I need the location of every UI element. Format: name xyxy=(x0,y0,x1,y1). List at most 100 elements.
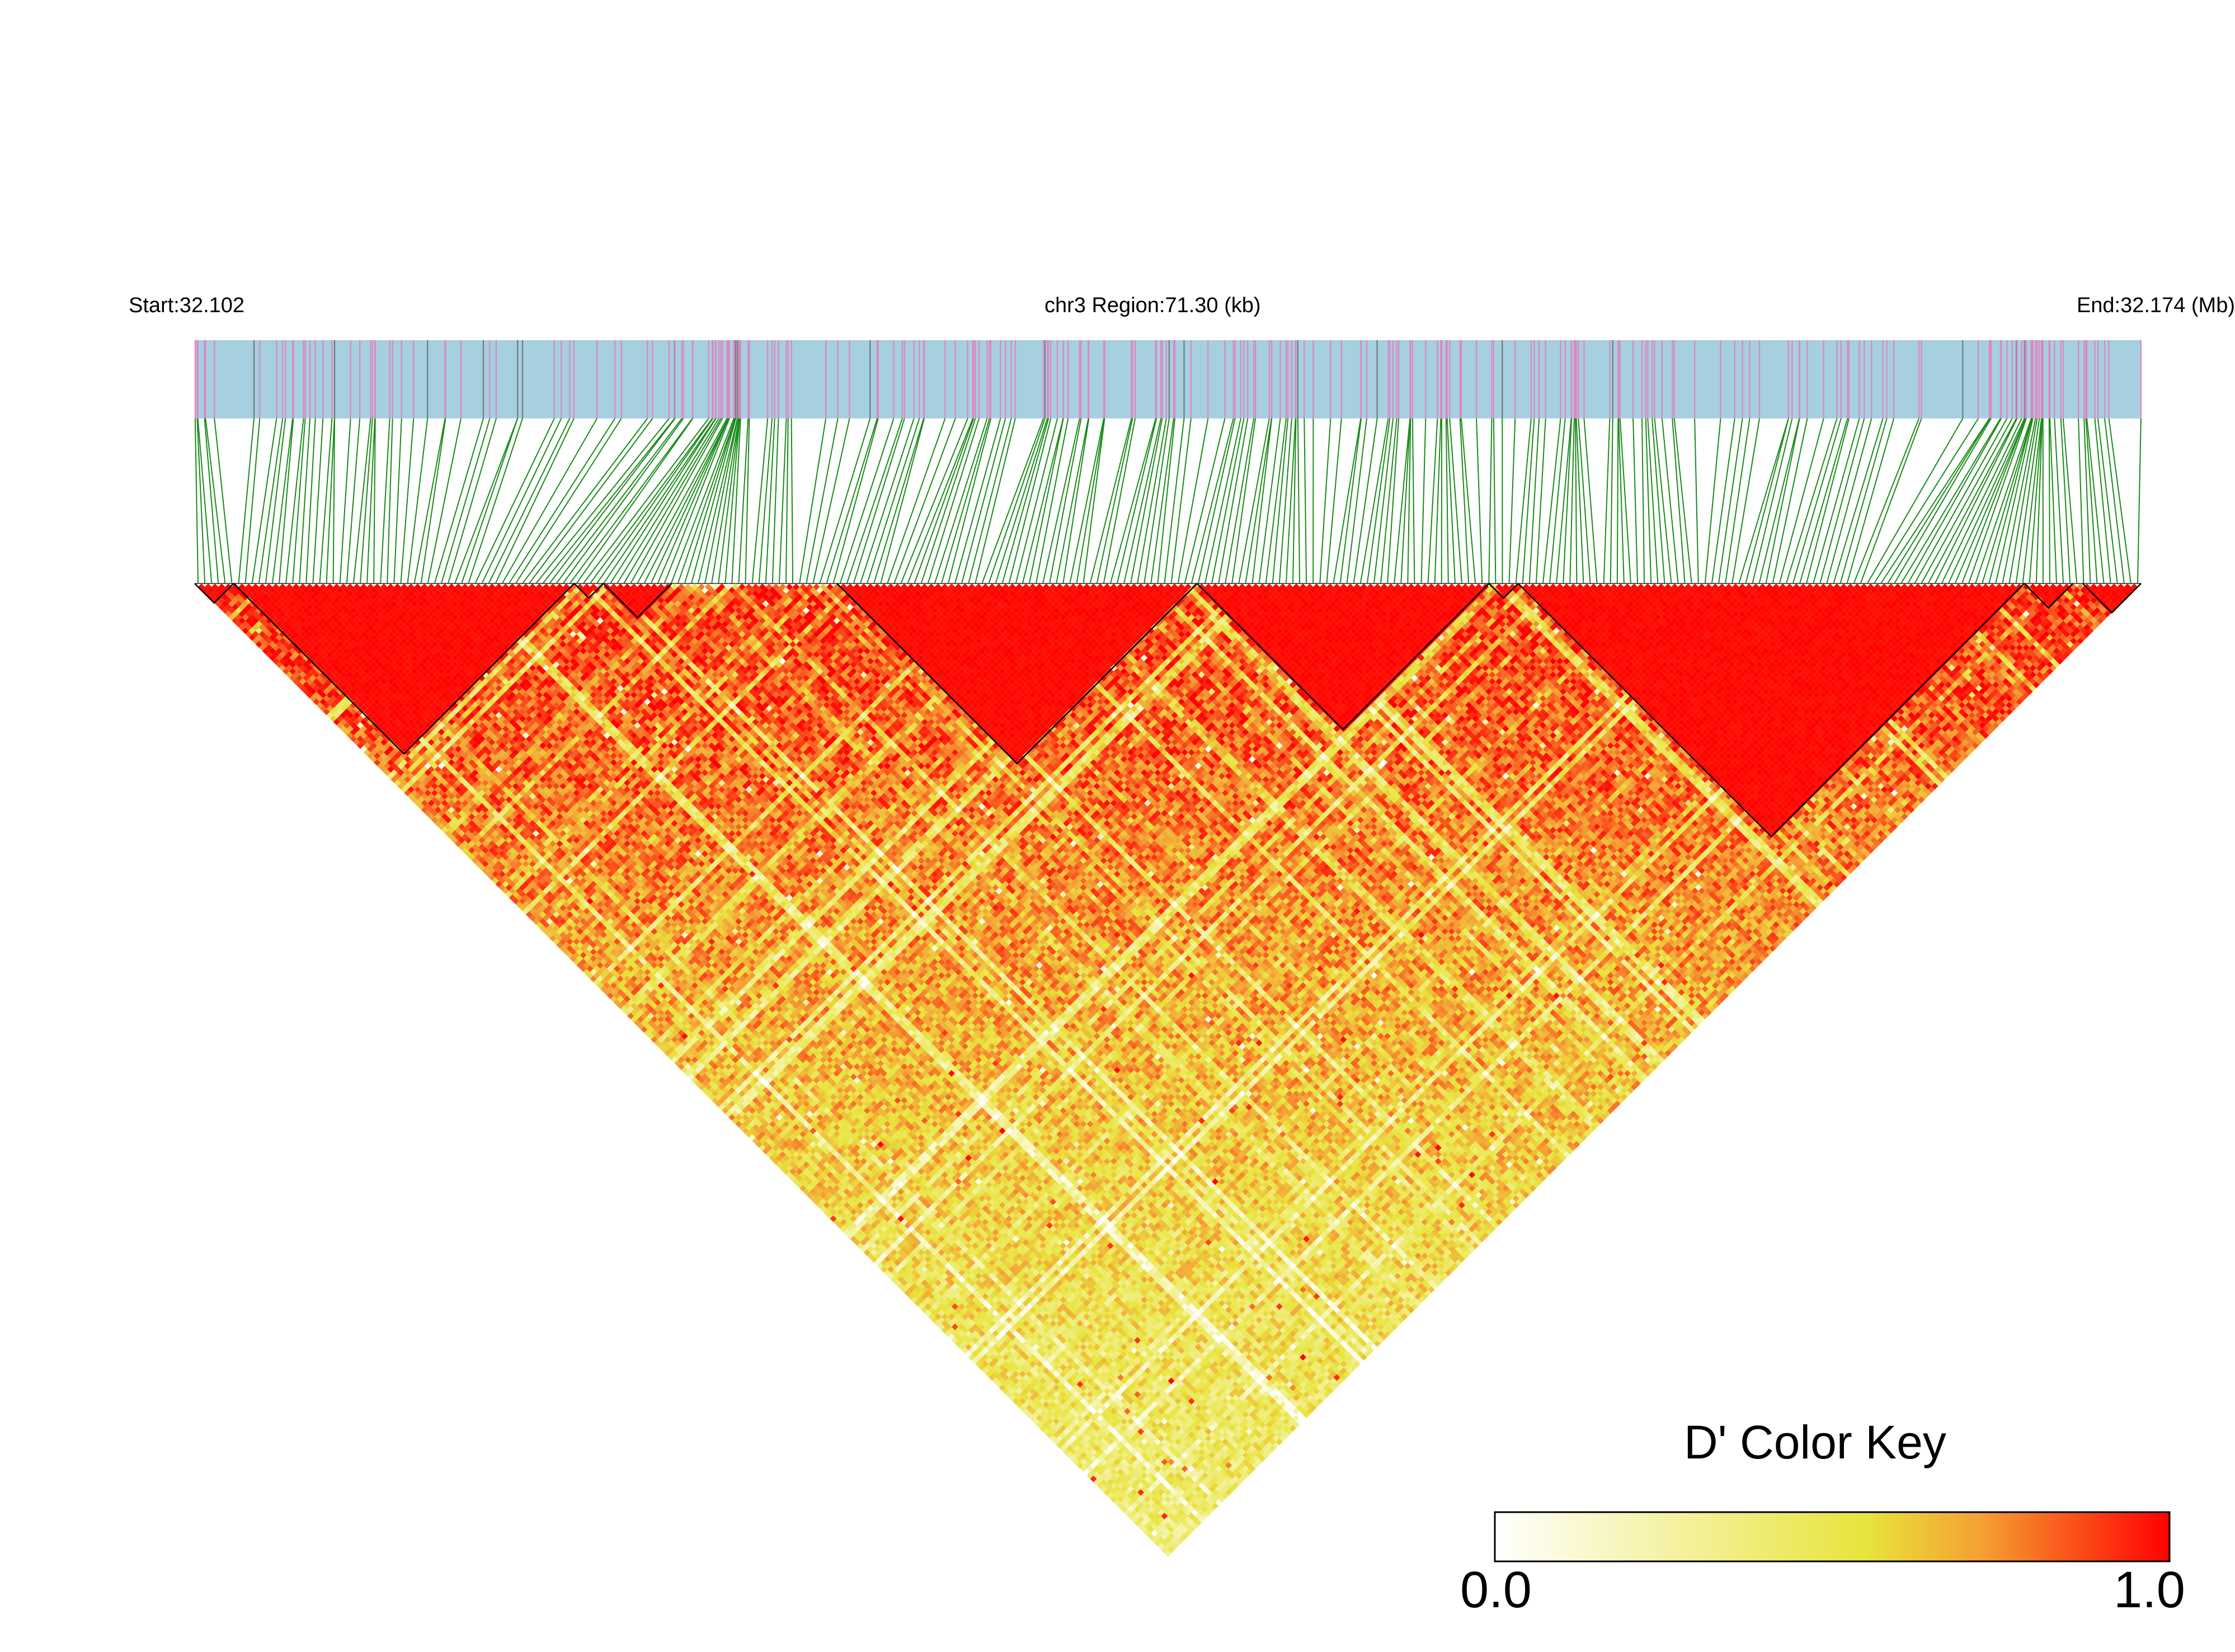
snp-connector xyxy=(746,418,750,583)
snp-connector xyxy=(962,418,1005,583)
snp-connector xyxy=(195,418,198,583)
snp-connector xyxy=(2049,418,2050,583)
snp-connector xyxy=(786,418,788,583)
snp-connector xyxy=(1461,418,1475,583)
snp-connector xyxy=(1111,418,1156,583)
snp-connector xyxy=(834,418,878,583)
snp-connector xyxy=(462,418,517,583)
snp-connector xyxy=(1901,418,2001,583)
snp-connector xyxy=(1489,418,1491,583)
snp-connector xyxy=(1712,418,1735,583)
snp-connector xyxy=(1124,418,1161,583)
snp-connector xyxy=(1969,418,2026,583)
snp-connector xyxy=(1695,418,1698,583)
snp-connector xyxy=(955,418,1000,583)
snp-connector xyxy=(1509,418,1516,583)
ld-heatmap xyxy=(198,583,2138,1557)
snp-connector xyxy=(1413,418,1415,583)
snp-connector xyxy=(1192,418,1234,583)
snp-connector xyxy=(1633,418,1638,583)
snp-connector xyxy=(894,418,955,583)
snp-connector xyxy=(205,418,219,583)
snp-connector xyxy=(948,418,991,583)
snp-connector xyxy=(198,418,212,583)
snp-connector xyxy=(448,418,496,583)
snp-connector xyxy=(1023,418,1064,583)
snp-connector xyxy=(738,418,748,583)
snp-connector xyxy=(779,418,787,583)
snp-connector xyxy=(2078,418,2083,583)
snp-connector xyxy=(563,418,683,583)
snp-connector xyxy=(1642,418,1644,583)
snp-connector xyxy=(1036,418,1068,583)
snp-connector xyxy=(523,418,647,583)
snp-connector xyxy=(604,418,716,583)
snp-connector xyxy=(1745,418,1789,583)
snp-connector xyxy=(854,418,905,583)
snp-connector xyxy=(394,418,401,583)
snp-connector xyxy=(1340,418,1362,583)
snp-connector xyxy=(252,418,277,583)
snp-connector xyxy=(935,418,987,583)
snp-connector xyxy=(1494,418,1496,583)
snp-connector xyxy=(671,418,734,583)
snp-connector xyxy=(214,418,232,583)
snp-connector xyxy=(928,418,979,583)
snp-connector xyxy=(1090,418,1132,583)
snp-connector xyxy=(1955,418,2026,583)
snp-connector xyxy=(968,418,1011,583)
snp-connector xyxy=(2036,418,2043,583)
snp-connector xyxy=(1617,418,1618,583)
snp-connector xyxy=(2109,418,2131,583)
snp-connector xyxy=(1367,418,1390,583)
snp-connector xyxy=(279,418,293,583)
snp-connector xyxy=(1556,418,1571,583)
snp-connector xyxy=(1604,418,1610,583)
snp-connector xyxy=(1298,418,1300,583)
snp-track xyxy=(195,340,2141,418)
snp-connector xyxy=(246,418,260,583)
snp-connector xyxy=(455,418,517,583)
snp-connector xyxy=(1104,418,1135,583)
snp-connector xyxy=(1421,418,1425,583)
snp-connector xyxy=(441,418,490,583)
snp-connector xyxy=(792,418,793,583)
snp-connector xyxy=(1705,418,1721,583)
snp-connector xyxy=(1575,418,1577,583)
snp-connector xyxy=(826,418,877,583)
snp-connector xyxy=(1361,418,1389,583)
snp-connector xyxy=(1888,418,1990,583)
snp-connector xyxy=(1476,418,1482,583)
snp-connector xyxy=(415,418,445,583)
snp-connector xyxy=(205,418,225,583)
snp-connector xyxy=(1874,418,1978,583)
snp-connector xyxy=(1662,418,1678,583)
snp-connector xyxy=(197,418,205,583)
snp-connector xyxy=(1861,418,1922,583)
snp-connector xyxy=(1009,418,1051,583)
snp-connector xyxy=(630,418,722,583)
snp-connector xyxy=(820,418,870,583)
snp-connector xyxy=(1584,418,1597,583)
snp-connector xyxy=(1908,418,2001,583)
snp-connector xyxy=(995,418,1047,583)
snp-connector xyxy=(1867,418,1963,583)
snp-connector xyxy=(1131,418,1162,583)
snp-connector xyxy=(1097,418,1133,583)
snp-connector xyxy=(1719,418,1743,583)
snp-connector xyxy=(239,418,255,583)
snp-connector xyxy=(1813,418,1859,583)
snp-connector xyxy=(1185,418,1225,583)
snp-connector xyxy=(1460,418,1469,583)
snp-connector xyxy=(1766,418,1800,583)
snp-connector xyxy=(2138,418,2141,583)
snp-connector xyxy=(401,418,413,583)
snp-connector xyxy=(1144,418,1169,583)
snp-connector xyxy=(1304,418,1306,583)
snp-connector xyxy=(1076,418,1104,583)
snp-connector xyxy=(1648,418,1658,583)
snp-connectors xyxy=(195,418,2141,583)
snp-connector xyxy=(1942,418,2022,583)
snp-connector xyxy=(840,418,894,583)
